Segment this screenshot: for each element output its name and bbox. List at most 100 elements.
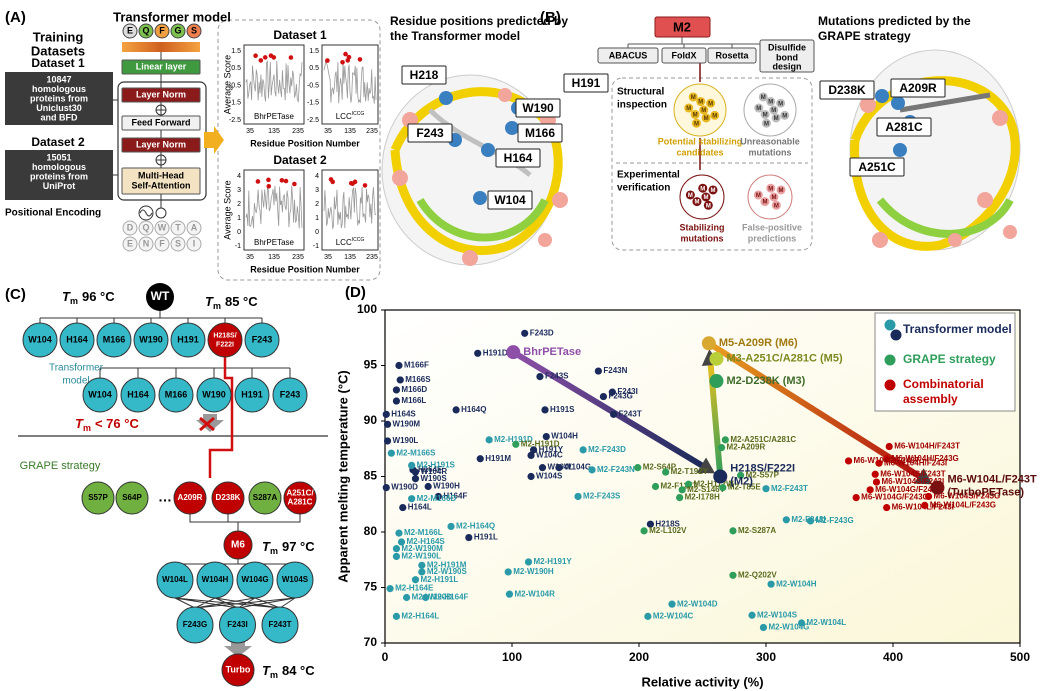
x-tick-label: 100 bbox=[502, 650, 522, 664]
data-point bbox=[505, 590, 514, 598]
node-label: F243I bbox=[227, 620, 247, 629]
label: Multi-Head bbox=[138, 170, 184, 180]
top-residue bbox=[255, 179, 261, 184]
node bbox=[115, 481, 149, 515]
y-tick-label: 100 bbox=[357, 302, 377, 316]
label: 15051 bbox=[46, 152, 71, 162]
point-label: M166D bbox=[401, 385, 427, 394]
data-point bbox=[392, 545, 401, 553]
label: 35 bbox=[324, 128, 332, 135]
mutation-token: M bbox=[774, 116, 779, 122]
label: 1.5 bbox=[231, 48, 241, 55]
highlight-label: M3-A251C/A281C (M5) bbox=[726, 353, 842, 365]
data-point bbox=[383, 420, 392, 428]
mutation-token: M bbox=[768, 100, 773, 106]
label: proteins from bbox=[30, 93, 88, 103]
label: candidates bbox=[676, 147, 723, 157]
data-point bbox=[883, 503, 891, 512]
mutation-token: M bbox=[771, 195, 776, 201]
node bbox=[276, 561, 314, 599]
point-label: M2-T85E bbox=[728, 483, 762, 492]
mutation-dot bbox=[776, 98, 786, 108]
label: Datasets bbox=[31, 43, 85, 58]
label: 35 bbox=[246, 254, 254, 261]
data-point bbox=[434, 492, 442, 501]
label: FoldX bbox=[672, 50, 697, 60]
node bbox=[248, 481, 282, 515]
mutation-token: M bbox=[774, 203, 779, 209]
data-point bbox=[668, 600, 676, 608]
label: 1 bbox=[237, 215, 241, 222]
point-label: M6-W104S/F243I bbox=[881, 477, 944, 486]
label: design bbox=[772, 61, 801, 71]
label: E bbox=[127, 25, 133, 35]
box bbox=[5, 150, 113, 200]
label: inspection bbox=[617, 100, 667, 111]
highlight-label: M2-D238K (M3) bbox=[726, 375, 805, 387]
point-label: M2-F243G bbox=[815, 516, 853, 525]
node bbox=[120, 377, 156, 413]
data-point bbox=[866, 486, 874, 494]
label: -1 bbox=[313, 243, 319, 250]
data-point bbox=[383, 437, 392, 445]
mutation-token: M bbox=[761, 95, 766, 101]
legend-marker bbox=[884, 319, 896, 331]
data-point bbox=[678, 486, 686, 494]
y-tick-label: 75 bbox=[364, 580, 378, 594]
node-label: S57P bbox=[88, 493, 108, 502]
data-point bbox=[594, 367, 602, 375]
node bbox=[138, 236, 154, 252]
label: ABACUS bbox=[609, 50, 648, 60]
node bbox=[186, 23, 202, 39]
legend-marker bbox=[884, 379, 896, 391]
node bbox=[261, 606, 299, 644]
top-residue bbox=[340, 60, 345, 65]
label: S bbox=[175, 238, 181, 248]
mutation-dot bbox=[684, 103, 694, 113]
tm-label: Tm 84 °C bbox=[262, 663, 315, 680]
node bbox=[170, 236, 186, 252]
label: N bbox=[143, 238, 150, 248]
mutation-dot bbox=[780, 110, 790, 120]
point-label: M6-W104S/F243T bbox=[880, 469, 945, 478]
point-label: M2-H191M bbox=[427, 560, 467, 569]
mutation-dot bbox=[696, 97, 706, 107]
node bbox=[283, 481, 317, 515]
mutation-dot bbox=[692, 197, 702, 207]
data-point bbox=[759, 623, 768, 632]
mutation-token: M bbox=[708, 101, 713, 107]
tool-box bbox=[597, 47, 659, 64]
score-trace bbox=[323, 186, 377, 230]
label: T bbox=[175, 222, 181, 232]
label: 235 bbox=[292, 128, 304, 135]
point-label: F243N bbox=[603, 366, 627, 375]
top-residue bbox=[325, 58, 330, 63]
tm-symbol: T bbox=[62, 289, 71, 304]
node-label: A209R bbox=[178, 493, 203, 502]
tm-label: Tm 96 °C bbox=[62, 289, 115, 306]
point-label: M2-H112W bbox=[694, 479, 734, 488]
mutation-dot bbox=[769, 105, 779, 115]
point-label: F243T bbox=[619, 409, 642, 418]
data-point bbox=[871, 470, 879, 478]
point-label: M2-W190M bbox=[401, 544, 443, 553]
point-label: W104S bbox=[536, 472, 563, 481]
protein-structure bbox=[849, 49, 1021, 251]
arrow bbox=[224, 640, 252, 657]
node bbox=[211, 481, 245, 515]
label: 0 bbox=[315, 229, 319, 236]
point-label: M2-M166L bbox=[404, 528, 443, 537]
data-point bbox=[512, 440, 520, 448]
data-point bbox=[767, 580, 775, 588]
highlight-label: BhrPETase bbox=[523, 346, 581, 358]
data-point bbox=[542, 432, 550, 441]
point-label: W104G bbox=[564, 463, 591, 472]
label: Dataset 2 bbox=[31, 135, 85, 149]
data-point bbox=[721, 436, 729, 444]
arrow bbox=[204, 126, 224, 154]
protein-name: LCC bbox=[336, 238, 352, 247]
mutation-token: M bbox=[779, 188, 784, 194]
point-label: M2-H164Q bbox=[456, 522, 495, 531]
data-point bbox=[844, 457, 853, 465]
node bbox=[122, 23, 138, 39]
